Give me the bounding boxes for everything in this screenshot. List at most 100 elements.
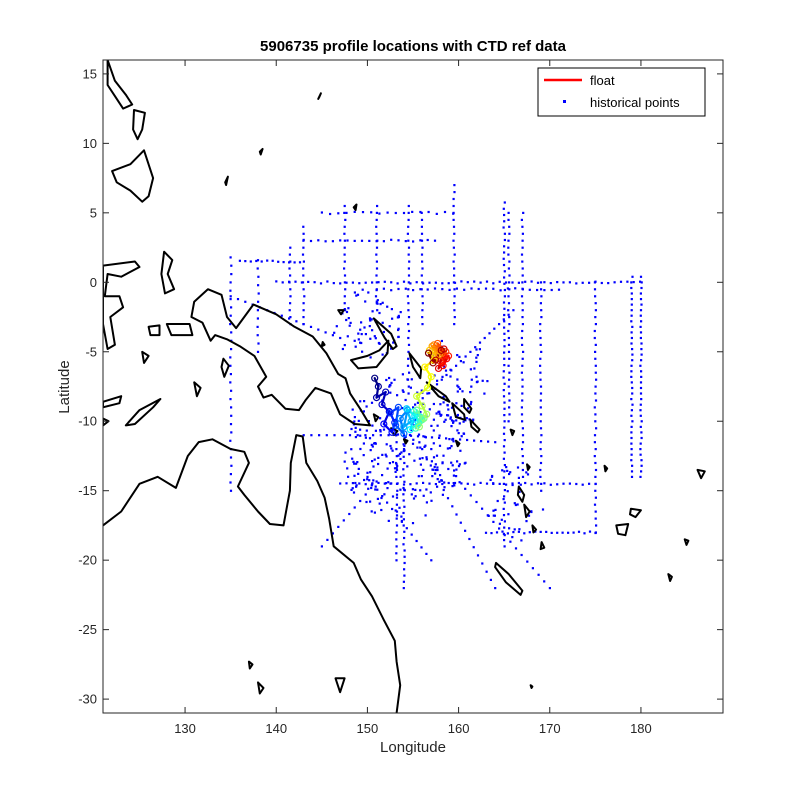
historical-point (442, 395, 445, 399)
historical-point (421, 309, 424, 312)
historical-point (588, 530, 592, 533)
historical-point (502, 457, 505, 460)
historical-point (502, 389, 505, 392)
float-profile-marker (412, 424, 420, 432)
historical-point (631, 325, 634, 328)
historical-point (536, 288, 539, 292)
historical-point (362, 454, 365, 457)
historical-point (453, 191, 456, 194)
historical-point (594, 531, 597, 535)
historical-point (257, 300, 260, 303)
historical-point (506, 532, 509, 535)
historical-point (503, 345, 506, 348)
coastline-islet-159-12 (454, 439, 461, 448)
x-tick-label: 170 (539, 721, 561, 736)
historical-point (416, 435, 420, 438)
historical-point (450, 406, 454, 409)
historical-point (512, 531, 515, 534)
chart-title: 5906735 profile locations with CTD ref d… (260, 38, 567, 55)
historical-point (229, 381, 232, 384)
historical-point (229, 423, 233, 426)
historical-point (366, 478, 369, 481)
historical-point (354, 481, 357, 485)
historical-point (509, 471, 512, 474)
historical-point (362, 442, 365, 445)
float-track-segment (415, 386, 429, 398)
historical-point (430, 448, 433, 451)
historical-point (435, 212, 438, 215)
historical-point (370, 486, 373, 490)
historical-point (640, 353, 643, 356)
historical-point (475, 500, 478, 504)
historical-point (229, 473, 232, 476)
historical-point (409, 282, 412, 285)
historical-point (397, 314, 400, 317)
historical-point (528, 531, 531, 534)
historical-point (539, 413, 543, 416)
historical-point (402, 543, 405, 546)
historical-point (420, 253, 424, 256)
historical-point (402, 443, 405, 446)
historical-point (399, 475, 402, 478)
historical-point (594, 302, 597, 305)
historical-point (383, 482, 386, 485)
historical-point (387, 434, 390, 437)
float-profile-marker (413, 392, 421, 400)
historical-point (446, 447, 449, 450)
historical-point (539, 343, 542, 346)
historical-point (430, 499, 433, 502)
historical-point (523, 532, 526, 535)
float-track-segment (389, 406, 400, 414)
historical-point (508, 413, 511, 416)
historical-point (320, 545, 323, 548)
historical-point (630, 442, 633, 445)
historical-point (508, 371, 511, 374)
historical-point (397, 239, 400, 242)
historical-point (407, 302, 410, 305)
historical-point (446, 404, 449, 407)
historical-point (526, 473, 530, 476)
historical-point (503, 307, 506, 310)
historical-point (302, 274, 305, 277)
historical-point (353, 291, 356, 294)
historical-point (630, 431, 633, 434)
historical-point (415, 281, 418, 284)
historical-point (402, 493, 405, 496)
historical-point (630, 436, 633, 440)
historical-point (402, 448, 406, 451)
historical-point (631, 464, 634, 467)
coastline-islet-148-5 (352, 203, 358, 212)
historical-point (456, 390, 459, 393)
historical-point (244, 300, 247, 303)
historical-point (441, 288, 444, 291)
historical-point (450, 445, 453, 448)
historical-point (450, 425, 453, 428)
historical-point (594, 316, 597, 319)
historical-point (229, 289, 232, 292)
historical-point (521, 399, 524, 402)
historical-point (539, 323, 542, 326)
historical-point (503, 213, 506, 217)
historical-point (360, 239, 364, 242)
historical-point (540, 288, 543, 291)
historical-point (594, 399, 598, 402)
historical-point (457, 432, 460, 435)
historical-point (339, 482, 342, 485)
historical-point (594, 350, 597, 353)
historical-point (371, 482, 374, 485)
historical-point (302, 316, 305, 319)
historical-point (343, 308, 346, 311)
historical-point (390, 289, 393, 292)
historical-point (503, 520, 506, 523)
historical-point (382, 287, 385, 290)
historical-point (481, 379, 484, 382)
historical-point (354, 430, 357, 433)
historical-point (363, 478, 366, 482)
historical-point (395, 524, 399, 527)
historical-point (520, 553, 523, 557)
historical-point (402, 450, 405, 453)
historical-point (302, 238, 305, 241)
historical-point (449, 368, 452, 371)
historical-point (513, 502, 516, 505)
historical-point (376, 299, 379, 302)
